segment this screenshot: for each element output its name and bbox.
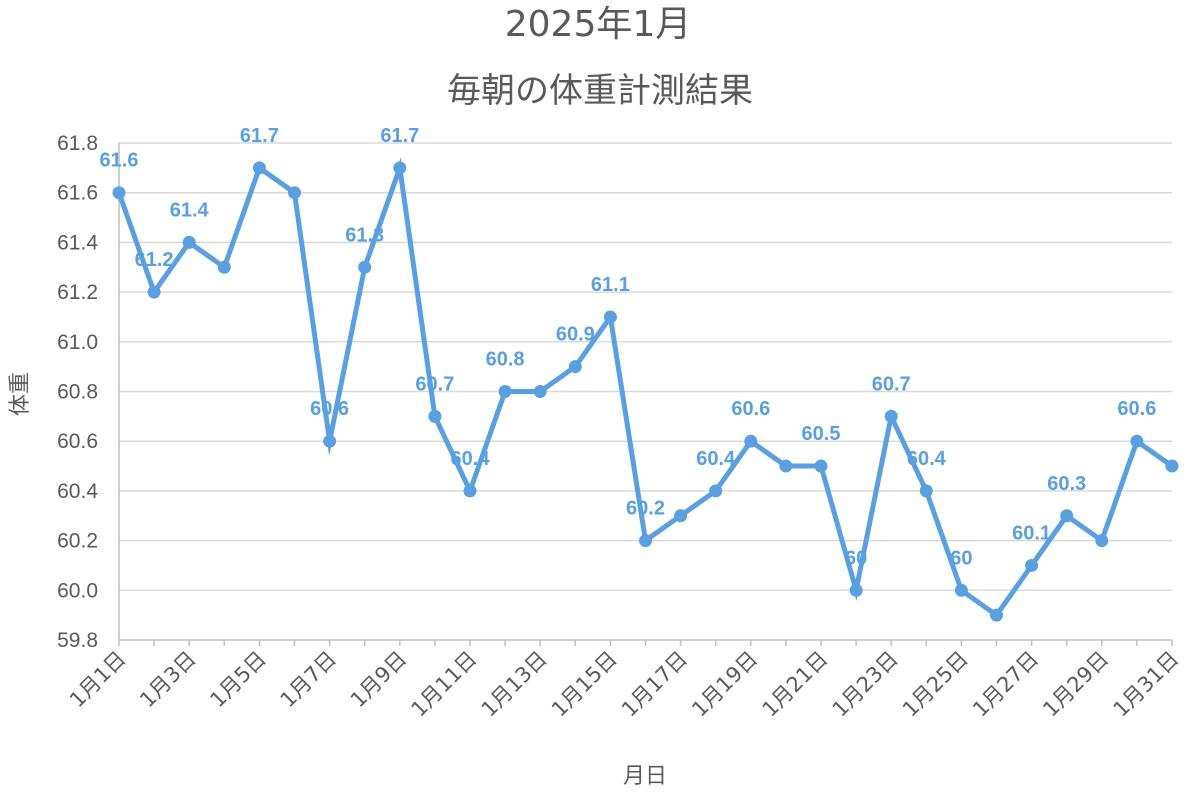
data-point [1095, 534, 1109, 548]
data-point [919, 484, 933, 498]
data-label: 61.7 [380, 125, 419, 147]
data-label: 60.3 [1047, 473, 1086, 495]
data-point [1060, 509, 1074, 523]
x-tick-label: 1月25日 [898, 647, 973, 722]
data-point [182, 235, 196, 249]
data-label: 60.4 [907, 448, 947, 470]
y-tick-label: 61.8 [57, 132, 98, 155]
y-tick-label: 61.0 [57, 331, 98, 354]
data-label: 60 [845, 547, 867, 569]
y-tick-label: 60.4 [57, 480, 98, 503]
data-label: 61.4 [170, 199, 210, 221]
chart-title: 2025年1月 [505, 4, 692, 45]
data-point [1130, 434, 1144, 448]
data-point [884, 409, 898, 423]
y-tick-label: 60.8 [57, 381, 98, 404]
data-point [288, 186, 301, 200]
data-label: 61.7 [240, 125, 279, 147]
data-label: 60.4 [696, 448, 736, 470]
x-tick-label: 1月19日 [687, 647, 762, 722]
data-point [1165, 459, 1179, 473]
gridlines [118, 142, 1172, 641]
data-point [112, 186, 126, 200]
data-point [744, 434, 758, 448]
data-point [568, 360, 582, 374]
data-label: 60.4 [451, 448, 491, 470]
x-axis-title: 月日 [623, 764, 667, 789]
x-tick-label: 1月31日 [1109, 647, 1184, 722]
data-label: 61.3 [345, 224, 384, 246]
data-label: 60.7 [415, 373, 454, 395]
data-point [954, 583, 968, 597]
data-point [252, 161, 266, 175]
data-label: 60.2 [626, 498, 665, 520]
y-tick-label: 61.6 [57, 182, 98, 205]
data-label: 60.9 [556, 324, 595, 346]
data-point [814, 459, 828, 473]
data-point [709, 484, 723, 498]
data-point [849, 583, 863, 597]
data-label: 60.5 [802, 423, 841, 445]
chart-subtitle: 毎朝の体重計測結果 [447, 71, 753, 111]
data-label: 60.6 [731, 398, 770, 420]
x-tick-label: 1月7日 [276, 647, 342, 713]
data-label: 61.6 [100, 150, 139, 172]
data-point [393, 161, 407, 175]
x-tick-label: 1月29日 [1038, 647, 1113, 722]
data-point [990, 608, 1003, 622]
data-point [779, 459, 793, 473]
data-label: 60 [950, 547, 972, 569]
data-label: 60.7 [872, 373, 911, 395]
data-point [498, 385, 512, 398]
data-label: 60.8 [486, 349, 525, 371]
y-axis-ticks: 59.8 60.0 60.2 60.4 60.6 60.8 61.0 61.2 61.4 61.6… [57, 132, 98, 652]
y-tick-label: 60.0 [57, 579, 98, 602]
x-tick-label: 1月3日 [135, 647, 201, 713]
y-tick-label: 61.4 [57, 231, 98, 254]
x-tick-label: 1月1日 [65, 647, 131, 713]
y-tick-label: 59.8 [57, 629, 98, 652]
data-label: 60.6 [1117, 398, 1156, 420]
x-tick-label: 1月11日 [407, 647, 482, 722]
data-label: 61.1 [591, 274, 630, 296]
data-point [428, 409, 442, 423]
series-weight [112, 157, 1179, 622]
x-tick-label: 1月23日 [828, 647, 903, 722]
x-tick-label: 1月13日 [477, 647, 552, 722]
data-point [533, 385, 547, 398]
data-point [463, 484, 477, 498]
x-tick-label: 1月17日 [617, 647, 692, 722]
x-tick-label: 1月21日 [758, 647, 833, 722]
x-tick-label: 1月5日 [205, 647, 271, 713]
y-axis-title: 体重 [8, 372, 33, 416]
data-point [323, 434, 337, 448]
data-point [603, 310, 617, 324]
y-tick-label: 60.6 [57, 430, 98, 453]
x-tick-label: 1月15日 [547, 647, 622, 722]
y-tick-label: 61.2 [57, 281, 98, 304]
data-point [147, 285, 161, 299]
data-point [639, 534, 652, 548]
x-axis-ticks: 1月1日 1月3日 1月5日 1月7日 1月9日1月11日1月13日1月15日1月17日… [65, 640, 1184, 722]
data-label: 60.6 [310, 398, 349, 420]
x-tick-label: 1月27日 [968, 647, 1043, 722]
x-tick-label: 1月9日 [346, 647, 412, 713]
data-labels: 61.6 61.2 61.4 61.7 60.6 61.3 61.7 60.7 60.4 60.8… [100, 125, 1157, 569]
data-point [674, 509, 688, 523]
data-label: 60.1 [1012, 522, 1051, 544]
data-label: 61.2 [135, 249, 174, 271]
data-point [217, 260, 231, 274]
data-point [358, 260, 372, 274]
y-tick-label: 60.2 [57, 530, 98, 553]
data-point [1025, 558, 1039, 572]
